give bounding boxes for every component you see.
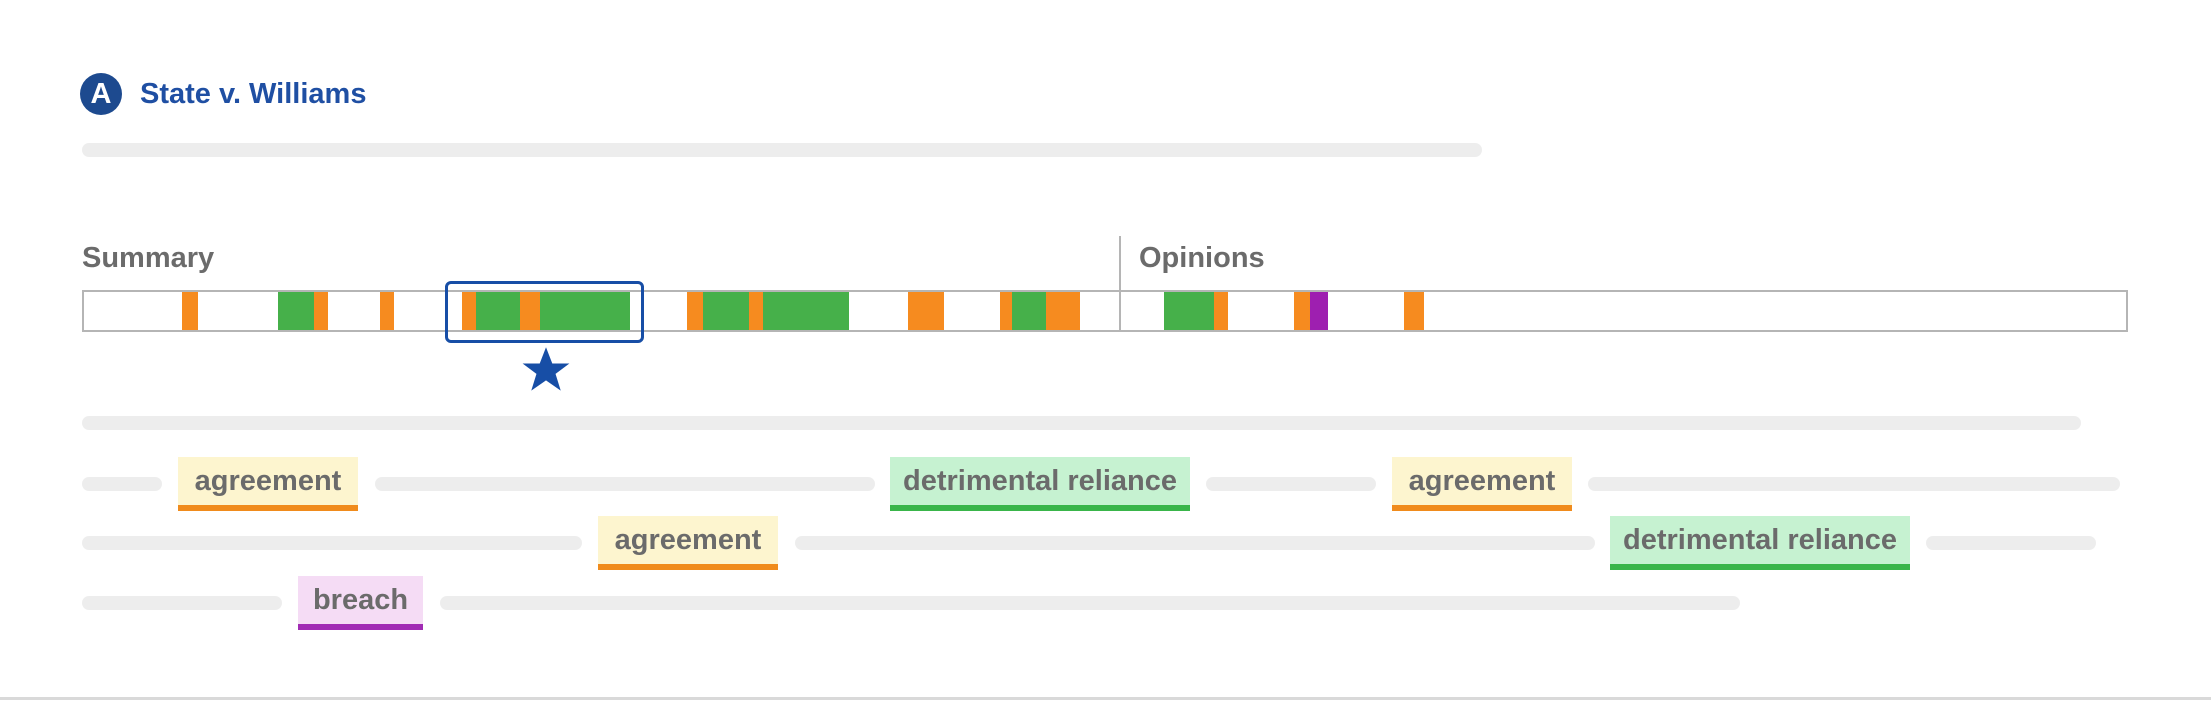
timeline-marker-agreement[interactable] — [462, 292, 476, 330]
timeline-marker-agreement[interactable] — [1000, 292, 1012, 330]
timeline-marker-reliance[interactable] — [278, 292, 314, 330]
text-placeholder — [82, 596, 282, 610]
case-badge-icon: A — [80, 73, 122, 115]
text-placeholder — [1926, 536, 2096, 550]
tag-agreement[interactable]: agreement — [1392, 457, 1572, 511]
timeline-marker-agreement[interactable] — [1046, 292, 1080, 330]
timeline-marker-agreement[interactable] — [908, 292, 944, 330]
timeline-marker-breach[interactable] — [1310, 292, 1328, 330]
timeline-marker-agreement[interactable] — [749, 292, 763, 330]
timeline-marker-reliance[interactable] — [763, 292, 849, 330]
case-title-link[interactable]: State v. Williams — [140, 78, 367, 110]
timeline-marker-reliance[interactable] — [1012, 292, 1046, 330]
text-placeholder — [82, 477, 162, 491]
timeline-marker-agreement[interactable] — [1214, 292, 1228, 330]
timeline-marker-reliance[interactable] — [476, 292, 520, 330]
tag-agreement[interactable]: agreement — [178, 457, 358, 511]
tag-agreement[interactable]: agreement — [598, 516, 778, 570]
selected-segment-highlight[interactable] — [445, 281, 644, 343]
opinions-label: Opinions — [1139, 242, 1265, 274]
timeline-marker-reliance[interactable] — [703, 292, 749, 330]
timeline-marker-agreement[interactable] — [380, 292, 394, 330]
summary-label: Summary — [82, 242, 215, 274]
star-icon — [522, 347, 570, 391]
text-placeholder — [82, 536, 582, 550]
timeline-marker-agreement[interactable] — [1404, 292, 1424, 330]
text-placeholder — [82, 416, 2081, 430]
timeline-marker-agreement[interactable] — [1294, 292, 1310, 330]
text-placeholder — [795, 536, 1595, 550]
tag-detrimental-reliance[interactable]: detrimental reliance — [890, 457, 1190, 511]
text-placeholder — [440, 596, 1740, 610]
timeline-marker-reliance[interactable] — [540, 292, 630, 330]
timeline-marker-agreement[interactable] — [182, 292, 198, 330]
section-divider — [1119, 236, 1121, 332]
timeline-marker-reliance[interactable] — [1164, 292, 1214, 330]
badge-letter: A — [90, 77, 112, 110]
text-placeholder — [1588, 477, 2120, 491]
timeline-marker-agreement[interactable] — [314, 292, 328, 330]
text-placeholder — [375, 477, 875, 491]
text-placeholder — [82, 143, 1482, 157]
document-timeline-bar[interactable] — [82, 290, 2128, 332]
bottom-divider — [0, 697, 2211, 700]
timeline-marker-agreement[interactable] — [520, 292, 540, 330]
timeline-marker-agreement[interactable] — [687, 292, 703, 330]
tag-detrimental-reliance[interactable]: detrimental reliance — [1610, 516, 1910, 570]
text-placeholder — [1206, 477, 1376, 491]
tag-breach[interactable]: breach — [298, 576, 423, 630]
